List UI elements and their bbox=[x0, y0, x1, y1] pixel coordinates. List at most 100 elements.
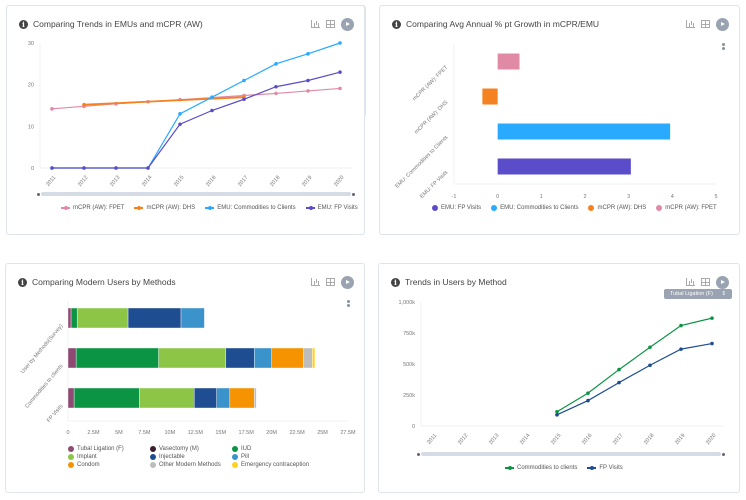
bar-chart-icon[interactable] bbox=[311, 278, 320, 286]
legend-item[interactable]: mCPR (AW): FPET bbox=[61, 205, 124, 211]
play-icon[interactable] bbox=[716, 17, 729, 31]
panel-title: Comparing Avg Annual % pt Growth in mCPR… bbox=[406, 19, 600, 29]
legend-item[interactable]: Pill bbox=[232, 454, 322, 460]
data-point bbox=[114, 166, 118, 170]
info-icon[interactable]: i bbox=[392, 19, 401, 29]
legend-item[interactable]: FP Visits bbox=[587, 465, 623, 471]
bar-chart-icon[interactable] bbox=[686, 278, 695, 286]
data-point bbox=[679, 347, 683, 351]
legend-item[interactable]: Emergency contraception bbox=[232, 462, 322, 468]
data-point bbox=[648, 363, 652, 368]
legend-label: EMU: Commodities to Clients bbox=[217, 205, 296, 211]
data-point bbox=[648, 345, 652, 350]
legend-item[interactable]: Other Modern Methods bbox=[150, 462, 232, 468]
line-chart-emu-mcpr: 0 10 20 30 2011 2012 2013 2014 2015 2016 2017 2018 2… bbox=[28, 41, 352, 188]
legend-label: EMU: Commodities to Clients bbox=[500, 205, 579, 211]
legend-item[interactable]: Tubal Ligation (F) bbox=[68, 446, 150, 452]
x-tick-label: 2014 bbox=[141, 175, 153, 188]
bar-segment bbox=[312, 347, 316, 369]
legend-label: mCPR (AW): DHS bbox=[597, 205, 647, 211]
horizontal-scrollbar[interactable] bbox=[417, 452, 725, 456]
legend-label: IUD bbox=[241, 446, 252, 452]
x-tick-label: 1 bbox=[540, 194, 543, 200]
legend-swatch bbox=[432, 205, 438, 211]
play-icon[interactable] bbox=[716, 275, 729, 289]
legend-item[interactable]: EMU: Commodities to Clients bbox=[205, 205, 296, 211]
chart-legend: Tubal Ligation (F) Vasectomy (M) IUD Implan… bbox=[68, 446, 322, 468]
bar-segment bbox=[67, 347, 77, 369]
legend-label: EMU: FP Visits bbox=[441, 205, 482, 211]
legend-swatch bbox=[491, 205, 498, 211]
bar bbox=[497, 53, 520, 70]
y-tick-label: 750k bbox=[403, 331, 415, 337]
play-icon[interactable] bbox=[341, 17, 354, 31]
bar-segment bbox=[127, 307, 182, 329]
legend-item[interactable]: mCPR (AW): FPET bbox=[656, 205, 717, 211]
legend-swatch bbox=[61, 205, 70, 210]
x-tick-label: 2013 bbox=[109, 175, 121, 188]
bar-segment bbox=[139, 387, 195, 409]
data-point bbox=[242, 78, 246, 83]
series-line bbox=[52, 71, 341, 169]
legend-swatch bbox=[588, 205, 595, 211]
x-tick-label: 2018 bbox=[643, 433, 655, 446]
data-point bbox=[338, 86, 342, 91]
table-icon[interactable] bbox=[701, 20, 710, 28]
data-point bbox=[338, 41, 342, 45]
table-icon[interactable] bbox=[701, 278, 710, 286]
bar-chart-icon[interactable] bbox=[311, 20, 320, 28]
vertical-scrollbar[interactable] bbox=[722, 43, 725, 51]
data-point bbox=[555, 413, 559, 417]
method-dropdown[interactable]: Tubal Ligation (F) ⇕ bbox=[664, 289, 732, 299]
bar-segment bbox=[229, 387, 255, 409]
x-tick-label: 4 bbox=[671, 194, 674, 200]
legend-label: Implant bbox=[77, 454, 97, 460]
legend-swatch bbox=[232, 454, 238, 460]
play-icon[interactable] bbox=[341, 275, 354, 289]
bar-segment bbox=[76, 307, 129, 329]
legend-item[interactable]: mCPR (AW): DHS bbox=[134, 205, 195, 211]
legend-item[interactable]: mCPR (AW): DHS bbox=[588, 205, 646, 211]
data-point bbox=[178, 112, 182, 116]
legend-item[interactable]: EMU: Commodities to Clients bbox=[491, 205, 578, 211]
series-line bbox=[556, 342, 713, 416]
table-icon[interactable] bbox=[326, 20, 335, 28]
bar-segment bbox=[67, 307, 72, 329]
legend-item[interactable]: Commodities to clients bbox=[505, 465, 577, 471]
chart-legend: Commodities to clients FP Visits bbox=[505, 465, 623, 471]
legend-label: Emergency contraception bbox=[241, 462, 310, 468]
legend-label: mCPR (AW): FPET bbox=[665, 205, 717, 211]
x-tick-label: 2018 bbox=[269, 175, 281, 188]
info-icon[interactable]: i bbox=[18, 277, 27, 287]
legend-item[interactable]: Implant bbox=[68, 454, 150, 460]
y-tick-label: 0 bbox=[31, 166, 34, 172]
x-tick-label: 2020 bbox=[333, 175, 345, 188]
legend-item[interactable]: Injectable bbox=[150, 454, 232, 460]
legend-item[interactable]: IUD bbox=[232, 446, 322, 452]
x-tick-label: 10M bbox=[164, 430, 175, 436]
table-icon[interactable] bbox=[326, 278, 335, 286]
data-point bbox=[679, 323, 683, 328]
legend-item[interactable]: EMU: FP Visits bbox=[432, 205, 481, 211]
bar-segment bbox=[70, 307, 78, 329]
x-tick-label: 5 bbox=[714, 194, 717, 200]
y-tick-label: 0 bbox=[412, 424, 415, 430]
x-tick-label: 2011 bbox=[426, 433, 438, 446]
x-tick-label: 25M bbox=[317, 430, 328, 436]
info-icon[interactable]: i bbox=[19, 19, 28, 29]
bar-segment bbox=[75, 347, 159, 369]
legend-item[interactable]: EMU: FP Visits bbox=[305, 205, 358, 211]
x-tick-label: 2017 bbox=[237, 175, 249, 188]
info-icon[interactable]: i bbox=[391, 277, 400, 287]
legend-item[interactable]: Vasectomy (M) bbox=[150, 446, 232, 452]
panel-header: i Trends in Users by Method bbox=[391, 274, 729, 290]
x-tick-label: 2012 bbox=[457, 433, 469, 446]
x-tick-label: 2 bbox=[583, 194, 586, 200]
vertical-scrollbar[interactable] bbox=[347, 300, 350, 308]
bar-chart-icon[interactable] bbox=[686, 20, 695, 28]
legend-item[interactable]: Condom bbox=[68, 462, 150, 468]
x-tick-label: 2017 bbox=[612, 433, 624, 446]
legend-label: FP Visits bbox=[599, 465, 623, 471]
horizontal-scrollbar[interactable] bbox=[37, 192, 355, 196]
